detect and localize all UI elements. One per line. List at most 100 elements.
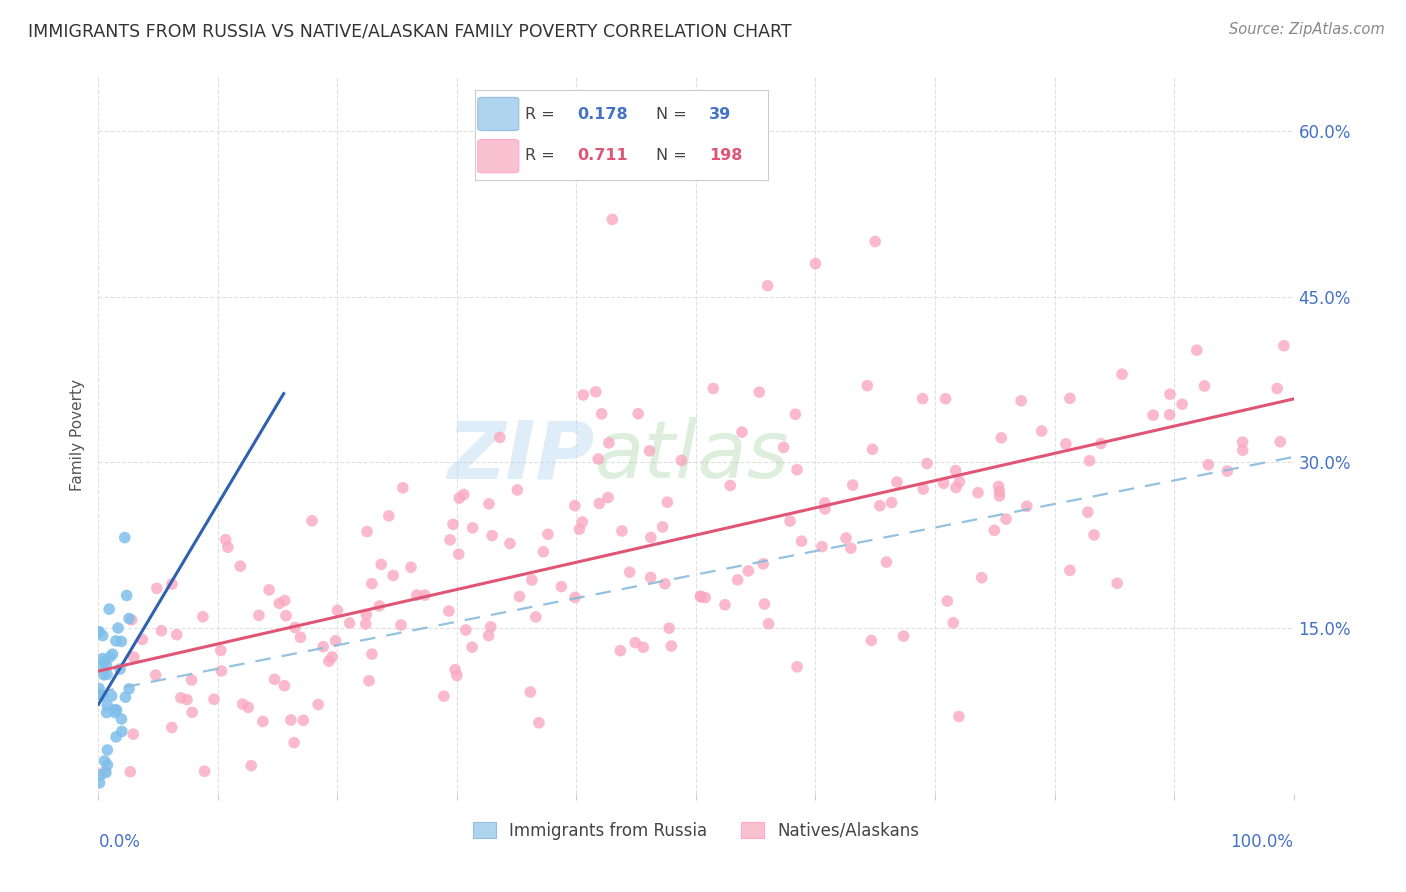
Point [94,765,117,780]
Point [619,565,641,579]
Point [1090,436,1112,450]
Point [1159,408,1181,422]
Point [405,588,427,602]
Point [990,431,1012,445]
Y-axis label: Family Poverty: Family Poverty [69,379,84,491]
Text: Source: ZipAtlas.com: Source: ZipAtlas.com [1229,22,1385,37]
Point [209,643,232,657]
Point [596,491,619,505]
Point [835,531,858,545]
Point [1270,434,1292,449]
Point [880,495,903,509]
Point [160,577,183,591]
Point [987,479,1010,493]
Point [280,713,302,727]
Point [145,668,167,682]
Point [1111,368,1133,382]
Point [354,607,377,622]
Point [273,593,295,607]
Point [588,452,610,467]
Point [752,557,775,571]
Point [454,623,477,637]
Point [1010,393,1032,408]
Point [610,524,633,538]
Point [361,576,384,591]
Point [382,568,405,582]
Point [531,545,554,559]
Point [114,690,136,705]
Point [942,615,965,630]
Point [87,625,110,640]
Point [814,502,837,516]
Point [193,764,215,779]
Text: 0.0%: 0.0% [98,833,141,851]
Point [118,681,141,696]
Point [111,724,134,739]
Point [441,517,464,532]
Point [247,608,270,623]
Point [671,453,693,467]
Point [232,697,254,711]
Point [105,703,128,717]
Point [945,464,967,478]
Point [948,709,970,723]
Point [786,463,808,477]
Point [325,633,347,648]
Point [392,481,415,495]
Point [96,667,118,681]
Point [841,478,863,492]
Point [932,476,955,491]
Point [399,560,422,574]
Point [321,649,343,664]
Point [160,721,183,735]
Point [283,736,305,750]
Point [433,689,456,703]
Point [718,478,741,492]
Point [527,715,550,730]
Point [110,712,132,726]
Point [481,528,503,542]
Point [257,582,280,597]
Point [1054,437,1077,451]
Point [326,603,349,617]
Point [110,634,132,648]
Point [945,481,967,495]
Point [478,629,501,643]
Point [181,706,204,720]
Point [785,407,807,421]
Point [479,620,502,634]
Point [1185,343,1208,358]
Point [413,588,436,602]
Point [211,664,233,678]
Point [229,559,252,574]
Point [1142,408,1164,422]
Point [564,499,586,513]
Point [100,689,122,703]
Point [869,499,891,513]
Point [520,573,543,587]
Text: ZIP: ZIP [447,417,595,495]
Point [478,497,501,511]
Point [912,482,935,496]
Point [1078,454,1101,468]
Point [756,278,779,293]
Point [107,621,129,635]
Point [915,457,938,471]
Point [1171,397,1194,411]
Point [689,589,711,603]
Point [786,660,808,674]
Point [995,512,1018,526]
Point [274,608,297,623]
Point [104,703,127,717]
Point [122,727,145,741]
Point [654,576,676,591]
Point [893,629,915,643]
Point [370,558,392,572]
Point [166,628,188,642]
Point [439,533,461,547]
Point [91,689,114,703]
Point [98,650,121,665]
Point [779,514,801,528]
Point [550,580,572,594]
Point [772,441,794,455]
